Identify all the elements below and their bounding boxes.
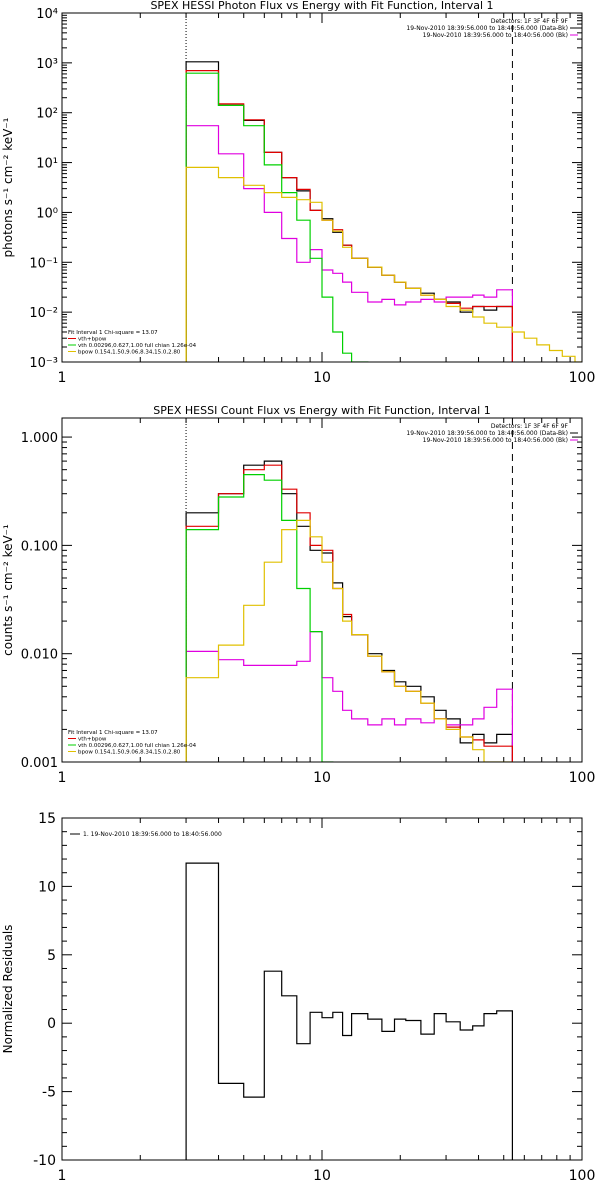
series-line-data	[185, 61, 513, 362]
legend-top-entry: 19-Nov-2010 18:39:56.000 to 18:40:56.000…	[406, 25, 568, 32]
y-tick-label: 10⁴	[36, 7, 58, 22]
x-tick-label: 10	[313, 1168, 331, 1184]
x-tick-label: 1	[58, 770, 67, 786]
series-line-vth	[185, 72, 369, 362]
y-tick-label: 10⁻¹	[29, 256, 58, 271]
x-tick-label: 1	[58, 1168, 67, 1184]
y-tick-label: -10	[33, 1153, 56, 1169]
y-tick-label: 10⁰	[36, 206, 58, 221]
legend-fit-entry: Fit Interval 1 Chi-square = 13.07	[68, 730, 158, 736]
y-tick-label: 5	[47, 948, 56, 964]
y-tick-label: 0	[47, 1016, 56, 1032]
chart-panel-2: SPEX HESSI Count Flux vs Energy with Fit…	[1, 404, 595, 786]
x-tick-label: 10	[313, 370, 331, 386]
series-line-vth	[185, 474, 334, 762]
legend-fit-entry: Fit Interval 1 Chi-square = 13.07	[68, 330, 158, 336]
plot-frame	[61, 417, 583, 763]
series-line-bpow	[185, 631, 513, 762]
y-tick-label: 0.010	[21, 648, 58, 663]
plot-frame	[61, 817, 583, 1161]
y-tick-label: 10³	[36, 57, 58, 72]
legend-fit-entry: bpow 0.154,1.50,9.06,8.34,15.0,2.80	[78, 350, 181, 356]
series-line-background	[185, 519, 513, 762]
series-line-data	[185, 862, 513, 1160]
y-axis-label: photons s⁻¹ cm⁻² keV⁻¹	[1, 117, 15, 257]
series-line-background	[185, 166, 582, 362]
chart-panel-3: Normalized Residuals 1 10 100 -10 -5 0 5 10 15 1. …	[1, 811, 595, 1184]
x-tick-label: 1	[58, 370, 67, 386]
series-group	[185, 61, 582, 362]
legend-top-entry: 19-Nov-2010 18:39:56.000 to 18:40:56.000…	[423, 32, 568, 39]
y-tick-label: 0.100	[21, 539, 58, 554]
y-tick-label: 15	[38, 811, 56, 827]
x-tick-label: 10	[313, 770, 331, 786]
y-tick-label: 10	[38, 879, 56, 895]
x-tick-label: 100	[569, 1168, 596, 1184]
y-tick-label: 10¹	[36, 157, 58, 172]
legend-top-entry: Detectors: 1F 3F 4F 6F 9F	[491, 423, 569, 430]
y-tick-label: 0.001	[21, 756, 58, 771]
series-line-bpow	[185, 125, 513, 362]
series-line-total	[185, 70, 513, 362]
y-tick-label: 10⁻³	[29, 356, 58, 371]
y-tick-label: 1.000	[21, 431, 58, 446]
y-tick-label: -5	[42, 1085, 56, 1101]
legend-fit-entry: vth+bpow	[78, 337, 107, 343]
y-tick-label: 10²	[36, 107, 58, 122]
legend-fit-entry: vth+bpow	[78, 737, 107, 743]
y-axis-label: counts s⁻¹ cm⁻² keV⁻¹	[1, 524, 15, 656]
plot-frame	[61, 12, 583, 363]
legend-top-entry: Detectors: 1F 3F 4F 6F 9F	[491, 18, 569, 25]
y-axis-label: Normalized Residuals	[1, 925, 15, 1054]
chart-title: SPEX HESSI Count Flux vs Energy with Fit…	[153, 404, 490, 417]
legend-top-entry: 1. 19-Nov-2010 18:39:56.000 to 18:40:56.…	[83, 831, 222, 838]
series-group	[185, 862, 513, 1160]
chart-title: SPEX HESSI Photon Flux vs Energy with Fi…	[150, 0, 493, 12]
legend-fit-entry: bpow 0.154,1.50,9.06,8.34,15.0,2.80	[78, 750, 181, 756]
series-line-data	[185, 460, 513, 762]
legend-fit-entry: vth 0.00296,0.627,1.00 full chian 1.26e-…	[78, 343, 197, 349]
chart-panel-1: SPEX HESSI Photon Flux vs Energy with Fi…	[1, 0, 595, 386]
legend-fit-entry: vth 0.00296,0.627,1.00 full chian 1.26e-…	[78, 743, 197, 749]
y-tick-label: 10⁻²	[29, 306, 58, 321]
legend-top-entry: 19-Nov-2010 18:39:56.000 to 18:40:56.000…	[423, 437, 568, 444]
legend-top-entry: 19-Nov-2010 18:39:56.000 to 18:40:56.000…	[406, 430, 568, 437]
x-tick-label: 100	[569, 770, 596, 786]
series-line-total	[185, 464, 513, 762]
x-tick-label: 100	[569, 370, 596, 386]
series-group	[185, 460, 513, 762]
